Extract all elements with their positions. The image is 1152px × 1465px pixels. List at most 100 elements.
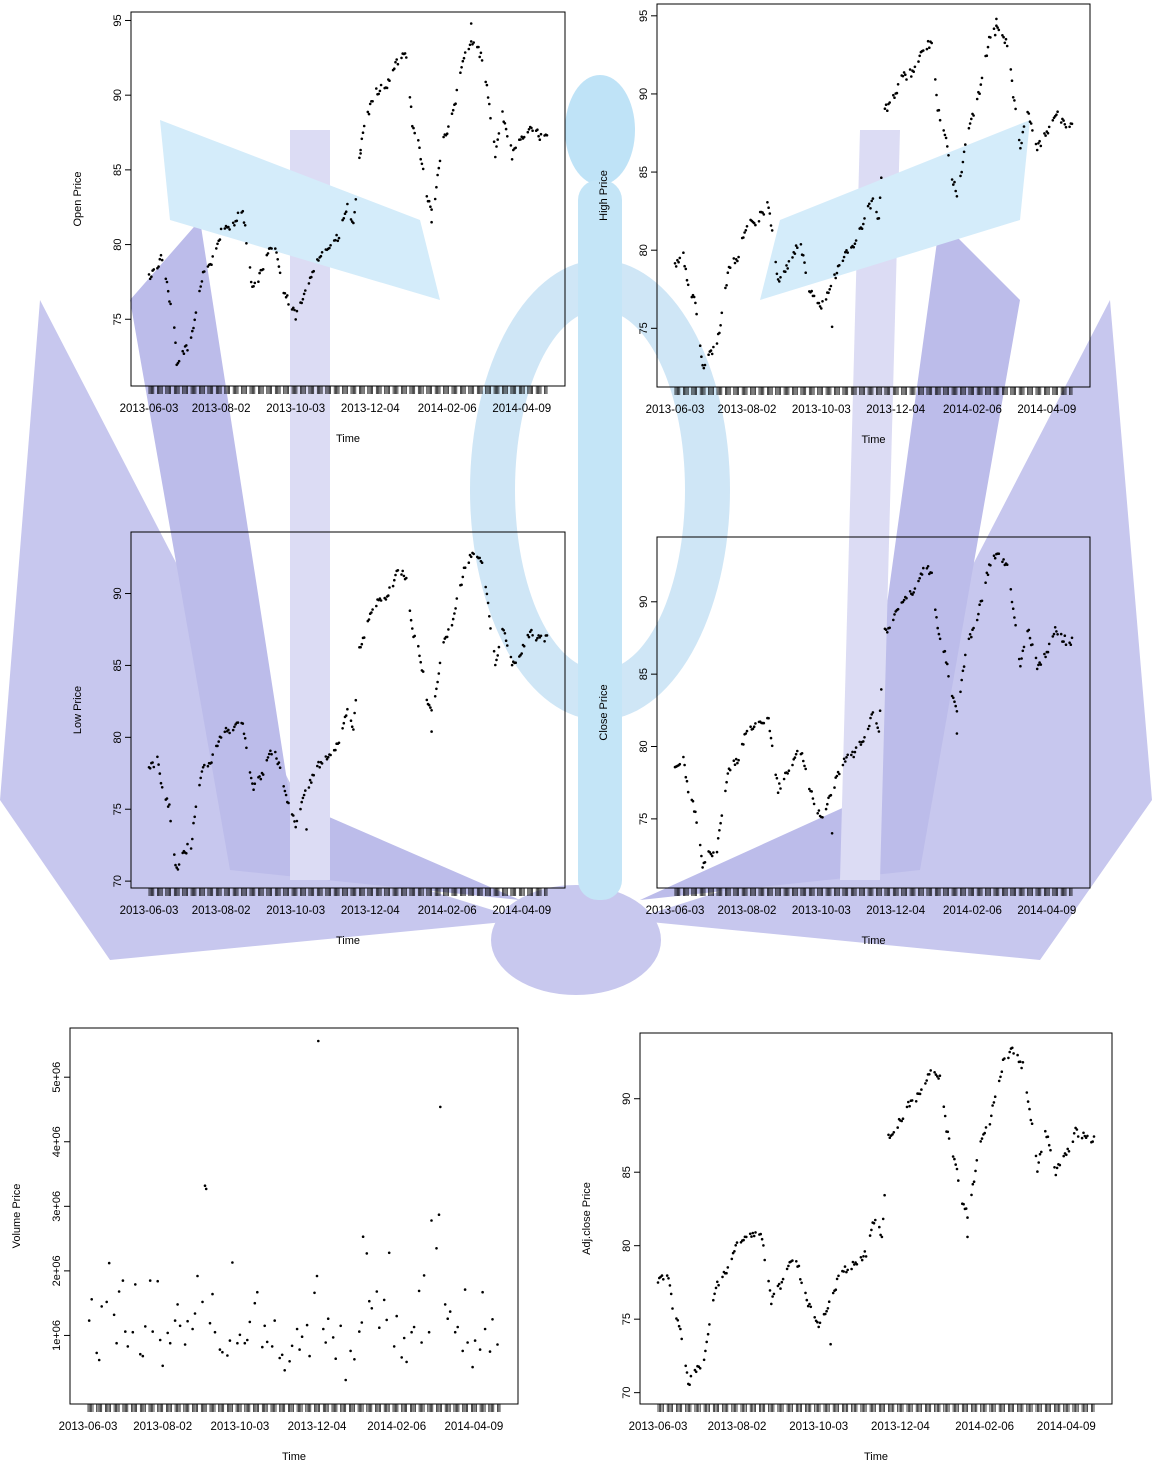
data-point: [992, 27, 996, 31]
data-point: [316, 764, 319, 768]
data-point: [252, 788, 255, 791]
data-point: [177, 863, 181, 866]
data-point: [484, 80, 488, 84]
data-point: [1059, 632, 1063, 636]
data-point: [937, 632, 941, 636]
data-point: [717, 1283, 720, 1287]
y-tick-label: 85: [621, 1166, 633, 1178]
data-point: [112, 1313, 116, 1317]
data-point: [684, 267, 688, 271]
data-point: [853, 750, 857, 754]
data-point: [863, 217, 866, 220]
data-point: [720, 311, 724, 315]
data-point: [993, 556, 997, 560]
data-point: [1055, 113, 1058, 116]
data-point: [917, 579, 920, 583]
y-tick-label: 90: [638, 596, 650, 608]
data-point: [478, 1348, 482, 1351]
data-point: [1035, 667, 1039, 671]
data-point: [1047, 642, 1051, 646]
data-point: [313, 1291, 316, 1295]
data-point: [884, 628, 888, 631]
data-point: [824, 807, 828, 811]
data-point: [797, 1264, 801, 1268]
data-point: [888, 1136, 892, 1139]
data-point: [984, 1126, 988, 1129]
data-point: [219, 227, 223, 231]
x-tick-label: 2014-04-09: [492, 403, 551, 415]
data-point: [283, 789, 287, 793]
data-point: [779, 1287, 782, 1290]
data-point: [787, 1264, 790, 1268]
data-point: [400, 573, 403, 576]
data-point: [674, 265, 678, 268]
data-point: [947, 675, 950, 678]
data-point: [908, 1104, 911, 1108]
data-point: [767, 1279, 770, 1283]
data-point: [249, 776, 253, 780]
data-point: [929, 1069, 932, 1072]
data-point: [411, 124, 414, 128]
data-point: [213, 1330, 217, 1334]
data-point: [1064, 125, 1068, 129]
data-point: [930, 41, 933, 45]
y-axis-label: Low Price: [72, 686, 84, 734]
data-point: [751, 1231, 755, 1235]
data-point: [242, 732, 246, 736]
data-point: [245, 242, 248, 245]
data-point: [842, 255, 846, 259]
data-point: [375, 1290, 379, 1293]
data-point: [485, 592, 489, 596]
data-point: [177, 359, 181, 363]
data-point: [935, 616, 938, 619]
data-point: [1044, 134, 1047, 137]
data-point: [684, 1364, 687, 1368]
data-point: [689, 1374, 693, 1378]
data-point: [875, 722, 878, 725]
data-point: [451, 617, 455, 621]
data-point: [777, 1282, 781, 1286]
data-point: [984, 581, 987, 584]
data-point: [261, 268, 265, 271]
data-point: [231, 728, 235, 732]
data-point: [684, 775, 688, 779]
data-point: [692, 295, 696, 299]
data-point: [779, 787, 782, 790]
data-point: [955, 732, 959, 735]
data-point: [774, 773, 777, 777]
data-point: [278, 1356, 282, 1360]
data-point: [200, 770, 204, 773]
data-point: [201, 1300, 204, 1304]
x-tick-label: 2013-10-03: [789, 1421, 848, 1433]
y-tick-label: 90: [112, 89, 124, 101]
data-point: [168, 803, 171, 806]
data-point: [253, 281, 257, 285]
x-tick-label: 2014-02-06: [943, 404, 1002, 416]
data-point: [944, 136, 948, 140]
data-point: [677, 1324, 681, 1328]
data-point: [964, 143, 967, 146]
data-point: [1029, 1118, 1033, 1122]
data-point: [331, 1336, 335, 1339]
x-tick-label: 2014-04-09: [492, 905, 551, 917]
data-point: [997, 552, 1001, 555]
data-point: [785, 1267, 789, 1271]
data-point: [176, 868, 180, 871]
data-point: [869, 716, 872, 720]
data-point: [953, 700, 956, 703]
data-point: [946, 662, 949, 666]
data-point: [455, 597, 459, 600]
data-point: [682, 251, 685, 254]
data-point: [854, 239, 858, 242]
x-tick-label: 2013-06-03: [646, 905, 705, 917]
data-point: [817, 809, 821, 812]
data-point: [660, 1274, 664, 1277]
data-point: [1002, 558, 1005, 561]
data-point: [868, 1234, 872, 1237]
data-point: [828, 288, 831, 291]
data-point: [846, 753, 849, 757]
data-point: [999, 1075, 1002, 1079]
data-point: [1040, 1150, 1043, 1154]
data-point: [462, 56, 466, 60]
data-point: [695, 821, 698, 824]
